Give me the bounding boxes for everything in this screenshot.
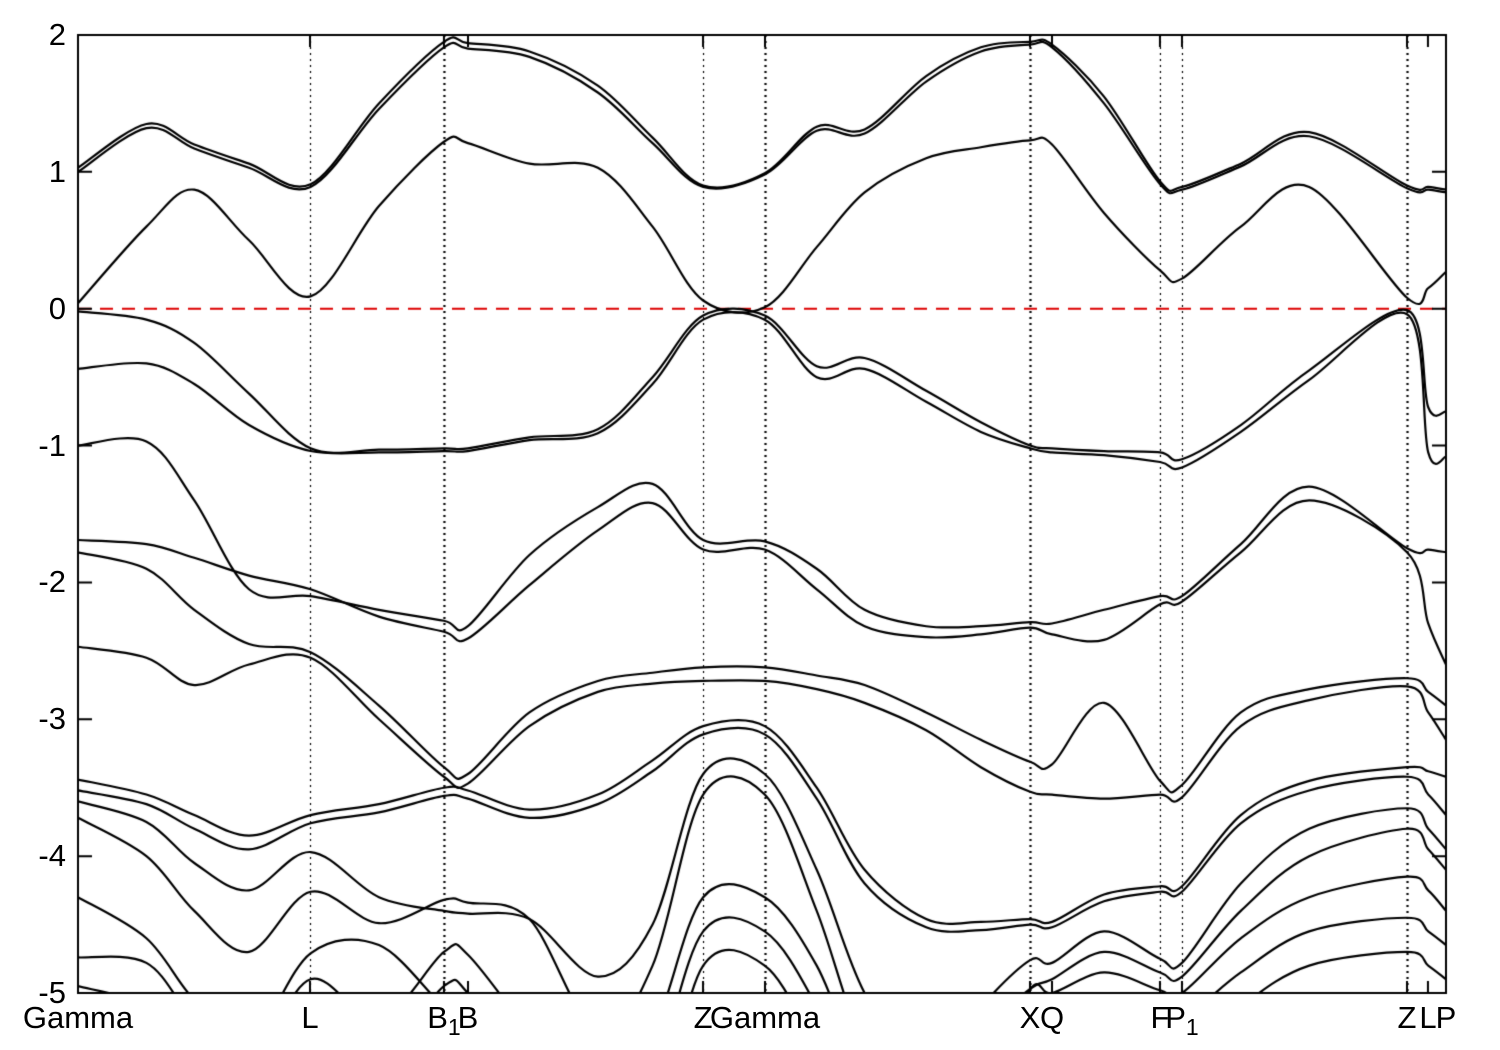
x-axis-klabel-B: B: [457, 1000, 479, 1035]
x-axis-klabel-Gamma: Gamma: [22, 1000, 134, 1035]
x-axis-klabel-B1: B1: [427, 1000, 461, 1041]
y-axis-tick-label: -3: [38, 701, 66, 737]
y-axis-tick-label: 1: [48, 153, 66, 189]
y-axis-tick-label: -5: [38, 975, 66, 1010]
x-axis-klabel-L: L: [1419, 1000, 1437, 1035]
x-axis-klabel-F: F: [1150, 1000, 1170, 1035]
y-axis-tick-label: 2: [48, 17, 66, 52]
y-axis-tick-label: 0: [48, 290, 66, 326]
y-axis-tick-label: -4: [38, 838, 66, 874]
x-axis-klabel-P1: P1: [1165, 1000, 1199, 1041]
x-axis-klabel-Z: Z: [1397, 1000, 1417, 1035]
x-axis-klabel-Z: Z: [693, 1000, 713, 1035]
y-axis-tick-label: -2: [38, 564, 66, 600]
x-axis-klabel-Gamma: Gamma: [709, 1000, 821, 1035]
y-axis-tick-label: -1: [38, 427, 66, 463]
x-axis-klabel-L: L: [301, 1000, 319, 1035]
x-axis-klabel-X: X: [1019, 1000, 1041, 1035]
x-axis-klabel-Q: Q: [1039, 1000, 1065, 1035]
x-axis-klabel-P: P: [1435, 1000, 1457, 1035]
